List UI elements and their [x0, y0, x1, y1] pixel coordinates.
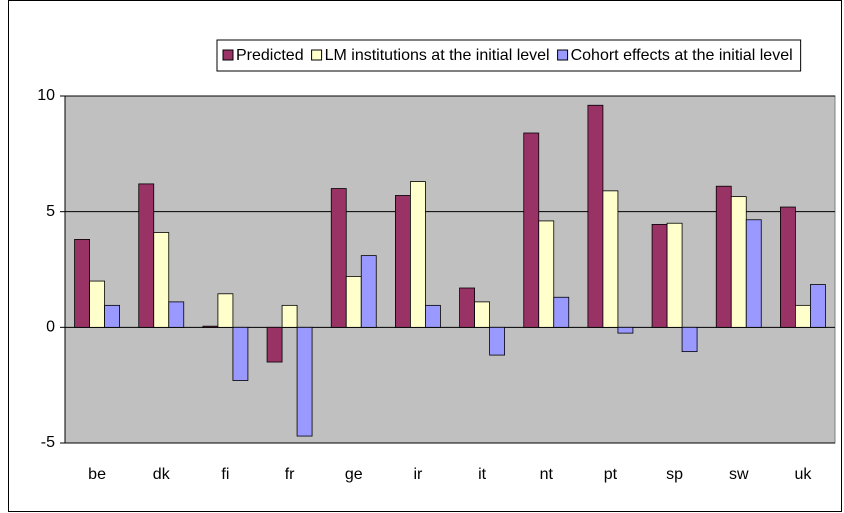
bar [202, 325, 219, 328]
bar [281, 304, 298, 328]
bar [745, 219, 762, 328]
y-tick-label: 5 [46, 203, 55, 220]
plot-area [64, 95, 836, 444]
legend-label: LM institutions at the initial level [325, 47, 550, 64]
bar [681, 326, 698, 353]
y-tick-label: 0 [46, 319, 55, 336]
x-tick-label: sw [729, 466, 749, 483]
x-tick-label: ir [413, 466, 423, 483]
x-tick-label: pt [604, 466, 618, 483]
bar [651, 223, 668, 328]
bar [780, 206, 796, 328]
bar [715, 185, 732, 328]
bar [395, 195, 411, 328]
x-tick-label: nt [540, 466, 554, 483]
bar [459, 287, 475, 328]
bar [410, 181, 426, 328]
bar [730, 196, 747, 328]
bar [666, 222, 683, 328]
legend-swatch [557, 49, 569, 61]
bar [104, 304, 120, 328]
x-tick-label: uk [794, 466, 812, 483]
x-tick-label: fr [285, 466, 295, 483]
bar [602, 190, 619, 328]
bar [587, 104, 604, 328]
bar [489, 326, 505, 356]
bar [617, 326, 634, 334]
bar [538, 220, 555, 328]
legend-label: Predicted [236, 47, 304, 64]
bar [523, 132, 540, 328]
y-tick-label: 10 [37, 87, 55, 104]
x-tick-label: fi [221, 466, 229, 483]
bar [360, 255, 377, 328]
bar [330, 188, 347, 328]
bar [168, 301, 185, 328]
bar [345, 276, 362, 328]
bar [553, 296, 570, 328]
x-tick-label: be [88, 466, 106, 483]
bar [89, 280, 105, 328]
x-tick-label: sp [666, 466, 683, 483]
bar [153, 232, 170, 328]
bar [217, 293, 234, 328]
bar [74, 239, 90, 328]
x-tick-label: dk [153, 466, 171, 483]
bar [795, 304, 811, 328]
x-tick-label: it [478, 466, 487, 483]
bar [425, 304, 441, 328]
y-tick-label: -5 [41, 434, 55, 451]
bar [296, 326, 313, 437]
legend-label: Cohort effects at the initial level [571, 47, 793, 64]
bar [474, 301, 490, 328]
bar [138, 183, 155, 328]
bar [232, 326, 249, 381]
legend-swatch [222, 49, 234, 61]
bar [810, 284, 826, 328]
bar [266, 326, 283, 363]
legend-swatch [311, 49, 323, 61]
x-tick-label: ge [345, 466, 363, 483]
